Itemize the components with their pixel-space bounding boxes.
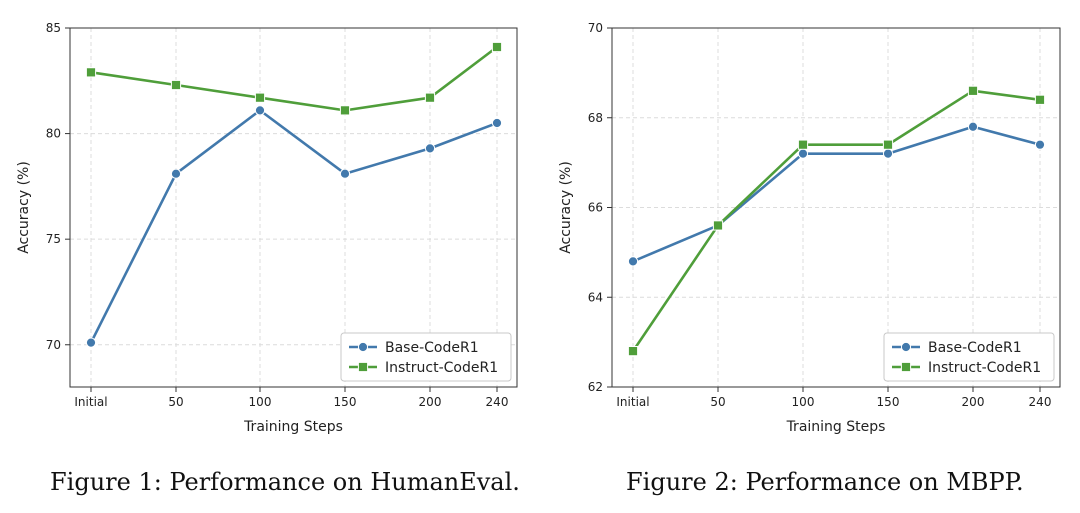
x-tick-label: 150 bbox=[334, 395, 357, 409]
x-axis-label: Training Steps bbox=[243, 419, 343, 435]
data-point bbox=[85, 337, 97, 348]
data-point bbox=[712, 220, 724, 231]
legend-box bbox=[883, 332, 1055, 382]
x-tick-label: 50 bbox=[168, 395, 183, 409]
legend-marker bbox=[900, 361, 912, 373]
data-point bbox=[254, 92, 266, 103]
y-tick-label: 64 bbox=[588, 290, 603, 304]
legend-box bbox=[340, 332, 512, 382]
x-axis-label: Training Steps bbox=[786, 419, 886, 435]
x-tick-label: 240 bbox=[1029, 395, 1052, 409]
plot-frame bbox=[69, 27, 518, 388]
data-point bbox=[882, 139, 894, 150]
x-tick-label: 100 bbox=[249, 395, 272, 409]
legend: Base-CodeR1 Instruct-CodeR1 bbox=[883, 332, 1055, 382]
legend-label: Base-CodeR1 bbox=[928, 340, 1022, 356]
y-axis-label: Accuracy (%) bbox=[558, 161, 574, 254]
data-point bbox=[424, 92, 436, 103]
figure-2-caption: Figure 2: Performance on MBPP. bbox=[626, 468, 1024, 496]
data-point bbox=[797, 139, 809, 150]
legend-marker bbox=[357, 341, 369, 353]
y-tick-label: 70 bbox=[588, 21, 603, 35]
chart-1: 70 75 80 85 Initial 50 100 150 200 240 Training St… bbox=[16, 21, 518, 435]
y-tick-label: 62 bbox=[588, 380, 603, 394]
y-tick-label: 85 bbox=[46, 21, 61, 35]
x-tick-label: 150 bbox=[877, 395, 900, 409]
legend-label: Instruct-CodeR1 bbox=[928, 360, 1041, 376]
data-point bbox=[339, 105, 351, 116]
legend-label: Instruct-CodeR1 bbox=[385, 360, 498, 376]
y-axis-label: Accuracy (%) bbox=[16, 161, 32, 254]
data-point bbox=[1034, 139, 1046, 150]
y-tick-label: 80 bbox=[46, 127, 61, 141]
figure-1-caption: Figure 1: Performance on HumanEval. bbox=[50, 468, 520, 496]
data-point bbox=[170, 79, 182, 91]
x-tick-label: 200 bbox=[419, 395, 442, 409]
x-tick-label: 100 bbox=[792, 395, 815, 409]
x-tick-label: Initial bbox=[616, 395, 649, 409]
data-point bbox=[170, 168, 182, 179]
data-point bbox=[967, 85, 979, 96]
data-point bbox=[85, 67, 97, 78]
x-tick-label: 240 bbox=[486, 395, 509, 409]
plot-frame bbox=[611, 27, 1061, 388]
y-tick-label: 70 bbox=[46, 338, 61, 352]
legend-marker bbox=[357, 361, 369, 373]
y-tick-label: 75 bbox=[46, 232, 61, 246]
data-point bbox=[424, 143, 436, 154]
data-point bbox=[627, 346, 639, 357]
data-point bbox=[491, 117, 503, 129]
data-point bbox=[491, 41, 503, 53]
legend: Base-CodeR1 Instruct-CodeR1 bbox=[340, 332, 512, 382]
series-line-base-coder1 bbox=[89, 109, 498, 344]
x-tick-label: Initial bbox=[74, 395, 107, 409]
x-tick-label: 50 bbox=[710, 395, 725, 409]
data-point bbox=[254, 105, 266, 116]
series-line-instruct-coder1 bbox=[90, 45, 498, 112]
data-point bbox=[627, 256, 639, 267]
legend-marker bbox=[900, 341, 912, 353]
series-line-base-coder1 bbox=[632, 125, 1041, 263]
data-point bbox=[882, 148, 894, 159]
x-tick-label: 200 bbox=[962, 395, 985, 409]
series-line-instruct-coder1 bbox=[631, 89, 1041, 352]
y-tick-label: 68 bbox=[588, 111, 603, 125]
data-point bbox=[339, 168, 351, 179]
chart-2: 62 64 66 68 70 Initial 50 100 150 200 240 Training … bbox=[558, 21, 1061, 435]
y-tick-label: 66 bbox=[588, 201, 603, 215]
legend-label: Base-CodeR1 bbox=[385, 340, 479, 356]
data-point bbox=[1034, 94, 1046, 105]
data-point bbox=[967, 121, 979, 132]
data-point bbox=[797, 148, 809, 159]
